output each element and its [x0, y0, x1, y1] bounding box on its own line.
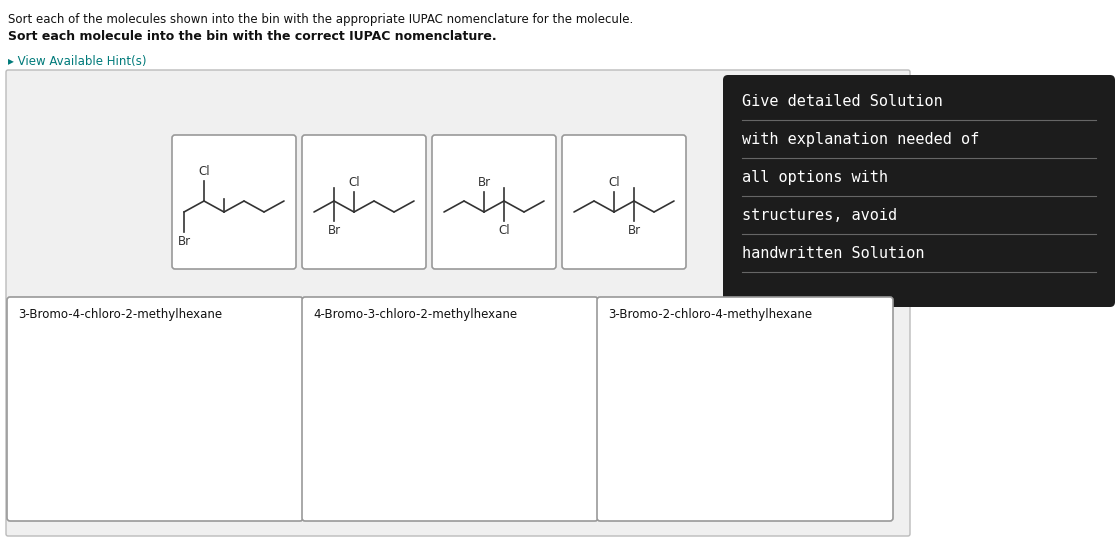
Text: Give detailed Solution: Give detailed Solution — [742, 94, 942, 109]
Text: all options with: all options with — [742, 170, 888, 185]
Text: Cl: Cl — [348, 176, 360, 189]
Text: Br: Br — [178, 235, 190, 248]
Text: handwritten Solution: handwritten Solution — [742, 246, 925, 261]
Text: Sort each molecule into the bin with the correct IUPAC nomenclature.: Sort each molecule into the bin with the… — [8, 30, 496, 43]
Text: 3-Bromo-4-chloro-2-methylhexane: 3-Bromo-4-chloro-2-methylhexane — [18, 308, 222, 321]
FancyBboxPatch shape — [432, 135, 556, 269]
FancyBboxPatch shape — [302, 135, 426, 269]
FancyBboxPatch shape — [6, 70, 910, 536]
FancyBboxPatch shape — [597, 297, 893, 521]
FancyBboxPatch shape — [562, 135, 686, 269]
Text: Br: Br — [328, 224, 341, 237]
Text: ▸ View Available Hint(s): ▸ View Available Hint(s) — [8, 55, 146, 68]
FancyBboxPatch shape — [302, 297, 598, 521]
Text: 3-Bromo-2-chloro-4-methylhexane: 3-Bromo-2-chloro-4-methylhexane — [608, 308, 812, 321]
Text: Cl: Cl — [499, 224, 510, 237]
FancyBboxPatch shape — [723, 75, 1115, 307]
Text: 4-Bromo-3-chloro-2-methylhexane: 4-Bromo-3-chloro-2-methylhexane — [313, 308, 518, 321]
FancyBboxPatch shape — [7, 297, 303, 521]
Text: with explanation needed of: with explanation needed of — [742, 132, 979, 147]
FancyBboxPatch shape — [172, 135, 296, 269]
Text: Sort each of the molecules shown into the bin with the appropriate IUPAC nomencl: Sort each of the molecules shown into th… — [8, 13, 633, 26]
Text: Br: Br — [627, 224, 641, 237]
Text: Cl: Cl — [198, 165, 210, 178]
Text: Cl: Cl — [608, 176, 619, 189]
Text: structures, avoid: structures, avoid — [742, 208, 897, 223]
Text: Br: Br — [477, 176, 491, 189]
